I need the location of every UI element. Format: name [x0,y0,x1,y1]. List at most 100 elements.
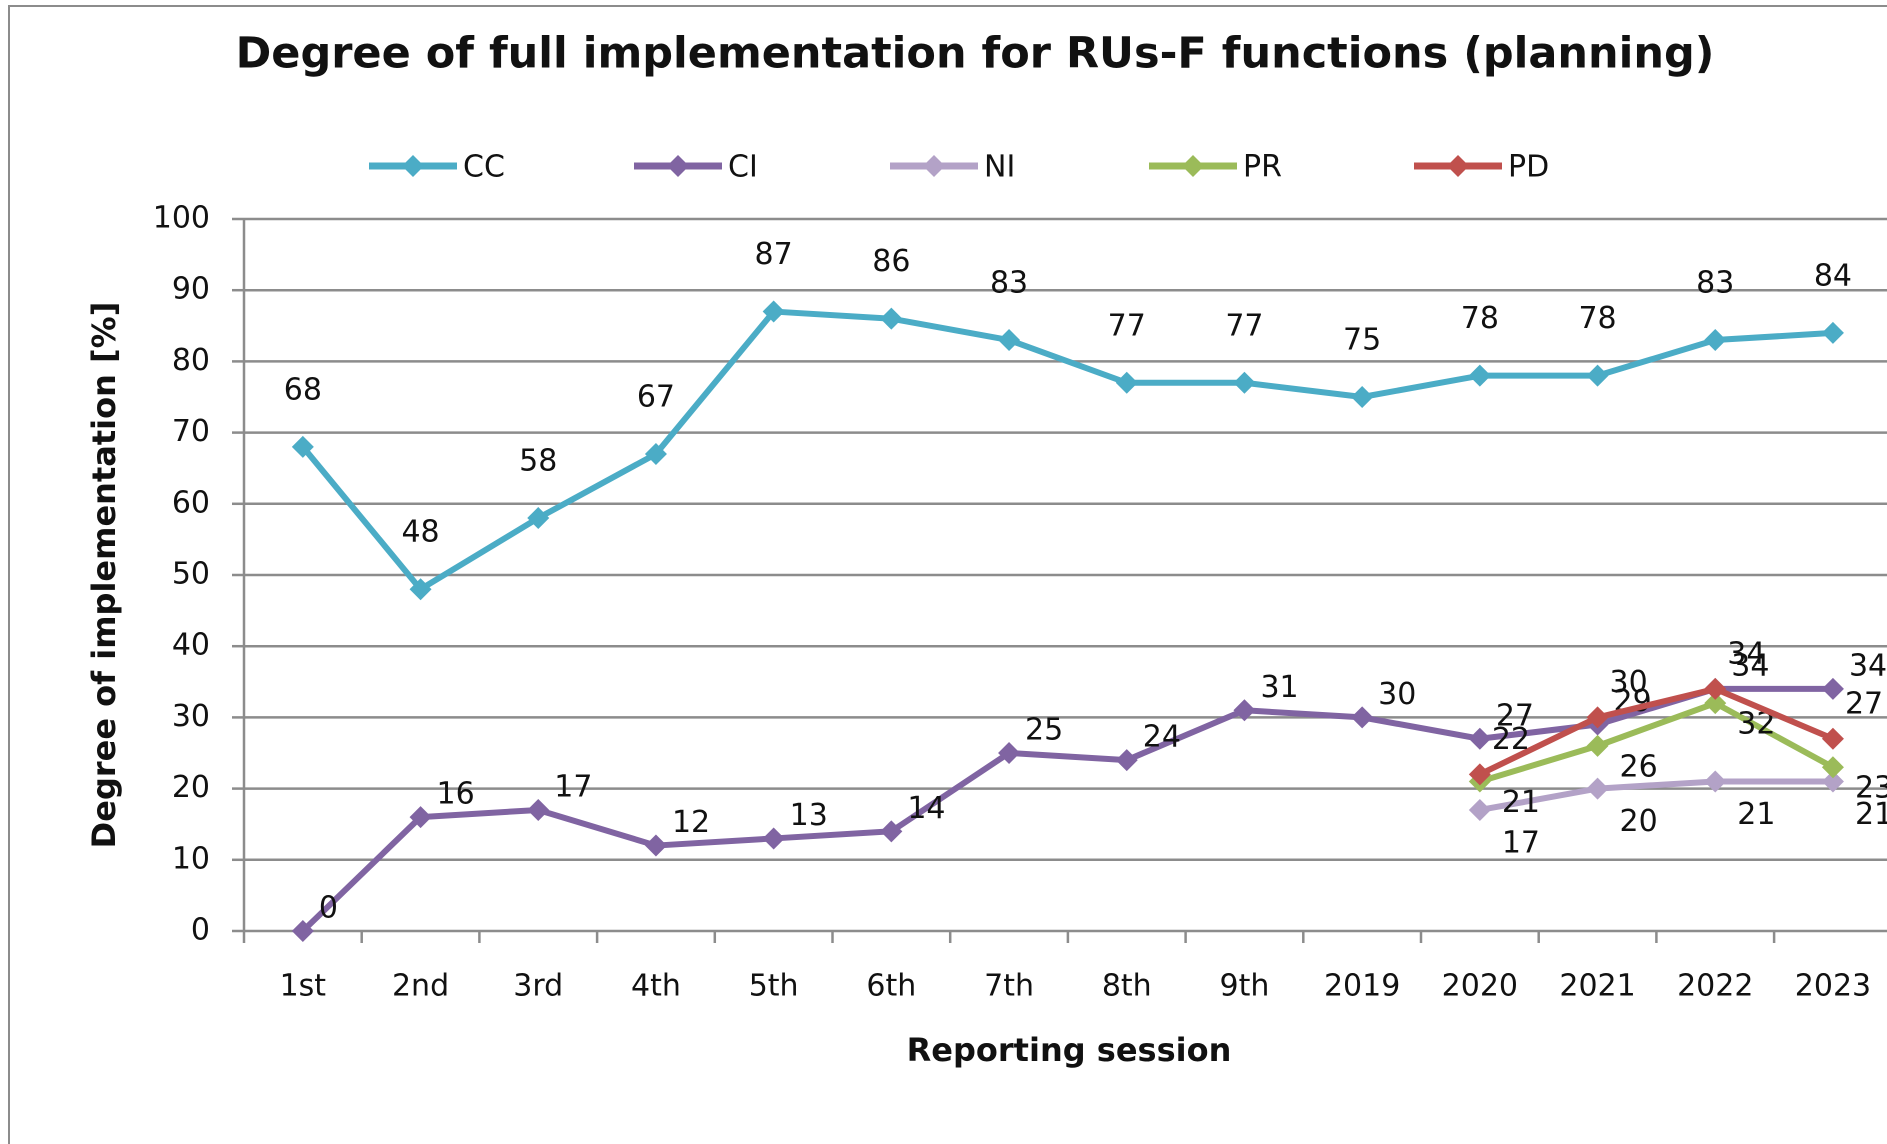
marker [1468,727,1491,750]
y-tick-label: 50 [172,557,210,592]
data-label: 84 [1814,258,1852,293]
data-label: 83 [990,266,1028,301]
marker [762,827,785,850]
data-label: 30 [1610,665,1648,700]
x-tick-label: 8th [1102,969,1152,1004]
marker [1704,329,1727,352]
y-tick-label: 100 [153,201,210,236]
marker [880,820,903,843]
data-label: 12 [672,805,710,840]
data-label: 17 [554,769,592,804]
data-label: 13 [790,798,828,833]
series-line [300,308,1834,593]
marker [644,834,667,857]
marker [1115,371,1138,394]
marker [291,920,314,942]
x-tick-label: 2023 [1795,969,1871,1004]
data-label: 83 [1696,266,1734,301]
data-label: 34 [1849,648,1887,683]
marker [1233,699,1256,722]
marker [1586,706,1609,729]
data-label: 0 [319,891,338,926]
marker [1821,677,1844,700]
legend-marker [1447,155,1469,177]
y-axis-label: Degree of implementation [%] [85,302,123,849]
legend-label: CI [728,150,758,185]
x-tick-label: 3rd [513,969,563,1004]
data-label: 21 [1502,785,1540,820]
y-tick-label: 20 [172,770,210,805]
x-tick-label: 2022 [1677,969,1753,1004]
data-label: 87 [755,237,793,272]
data-label: 14 [907,791,945,826]
marker [1821,770,1844,793]
data-label: 21 [1737,797,1775,832]
data-label: 78 [1461,301,1499,336]
y-tick-label: 70 [172,414,210,449]
x-tick-label: 9th [1220,969,1270,1004]
marker [1468,798,1491,821]
y-tick-label: 40 [172,628,210,663]
marker [1586,777,1609,800]
x-tick-label: 5th [749,969,799,1004]
marker [527,798,550,821]
data-label: 22 [1492,722,1530,757]
data-label: 20 [1620,804,1658,839]
x-tick-label: 2021 [1559,969,1635,1004]
marker [1821,321,1844,344]
data-label: 27 [1496,698,1534,733]
legend-label: NI [984,150,1015,185]
data-label: 77 [1108,308,1146,343]
marker [762,300,785,323]
marker [1704,692,1727,715]
data-label: 34 [1727,636,1765,671]
data-label: 17 [1502,825,1540,860]
x-axis-label: Reporting session [907,1031,1232,1069]
y-tick-label: 80 [172,343,210,378]
marker [1586,734,1609,757]
data-label: 48 [401,515,439,550]
data-label: 31 [1260,670,1298,705]
marker [644,442,667,465]
marker [527,507,550,530]
y-tick-label: 60 [172,485,210,520]
x-tick-label: 6th [866,969,916,1004]
data-label: 25 [1025,713,1063,748]
chart-title: Degree of full implementation for RUs-F … [236,29,1715,79]
marker [998,742,1021,764]
y-tick-label: 30 [172,699,210,734]
data-label: 78 [1578,301,1616,336]
y-tick-label: 90 [172,272,210,307]
y-tick-label: 10 [172,841,210,876]
data-label: 75 [1343,323,1381,358]
data-label: 23 [1855,771,1887,806]
y-tick-label: 0 [191,913,210,948]
marker [409,578,432,601]
marker [409,806,432,829]
marker [880,307,903,330]
marker [291,435,314,458]
legend-label: PD [1508,150,1549,185]
legend-marker [402,155,424,177]
data-label: 27 [1845,686,1883,721]
marker [1704,677,1727,700]
data-label: 58 [519,444,557,479]
x-tick-label: 2nd [392,969,449,1004]
marker [998,329,1021,352]
marker [1351,706,1374,729]
data-label: 67 [637,379,675,414]
marker [1704,770,1727,793]
x-tick-label: 1st [280,969,327,1004]
data-label: 68 [284,372,322,407]
legend-label: PR [1243,150,1282,185]
legend-marker [923,155,945,177]
marker [1821,756,1844,779]
data-label: 34 [1731,648,1769,683]
legend-marker [667,155,689,177]
x-tick-label: 2019 [1324,969,1400,1004]
x-tick-label: 4th [631,969,681,1004]
data-label: 77 [1225,308,1263,343]
data-label: 24 [1143,720,1181,755]
legend-label: CC [463,150,505,185]
